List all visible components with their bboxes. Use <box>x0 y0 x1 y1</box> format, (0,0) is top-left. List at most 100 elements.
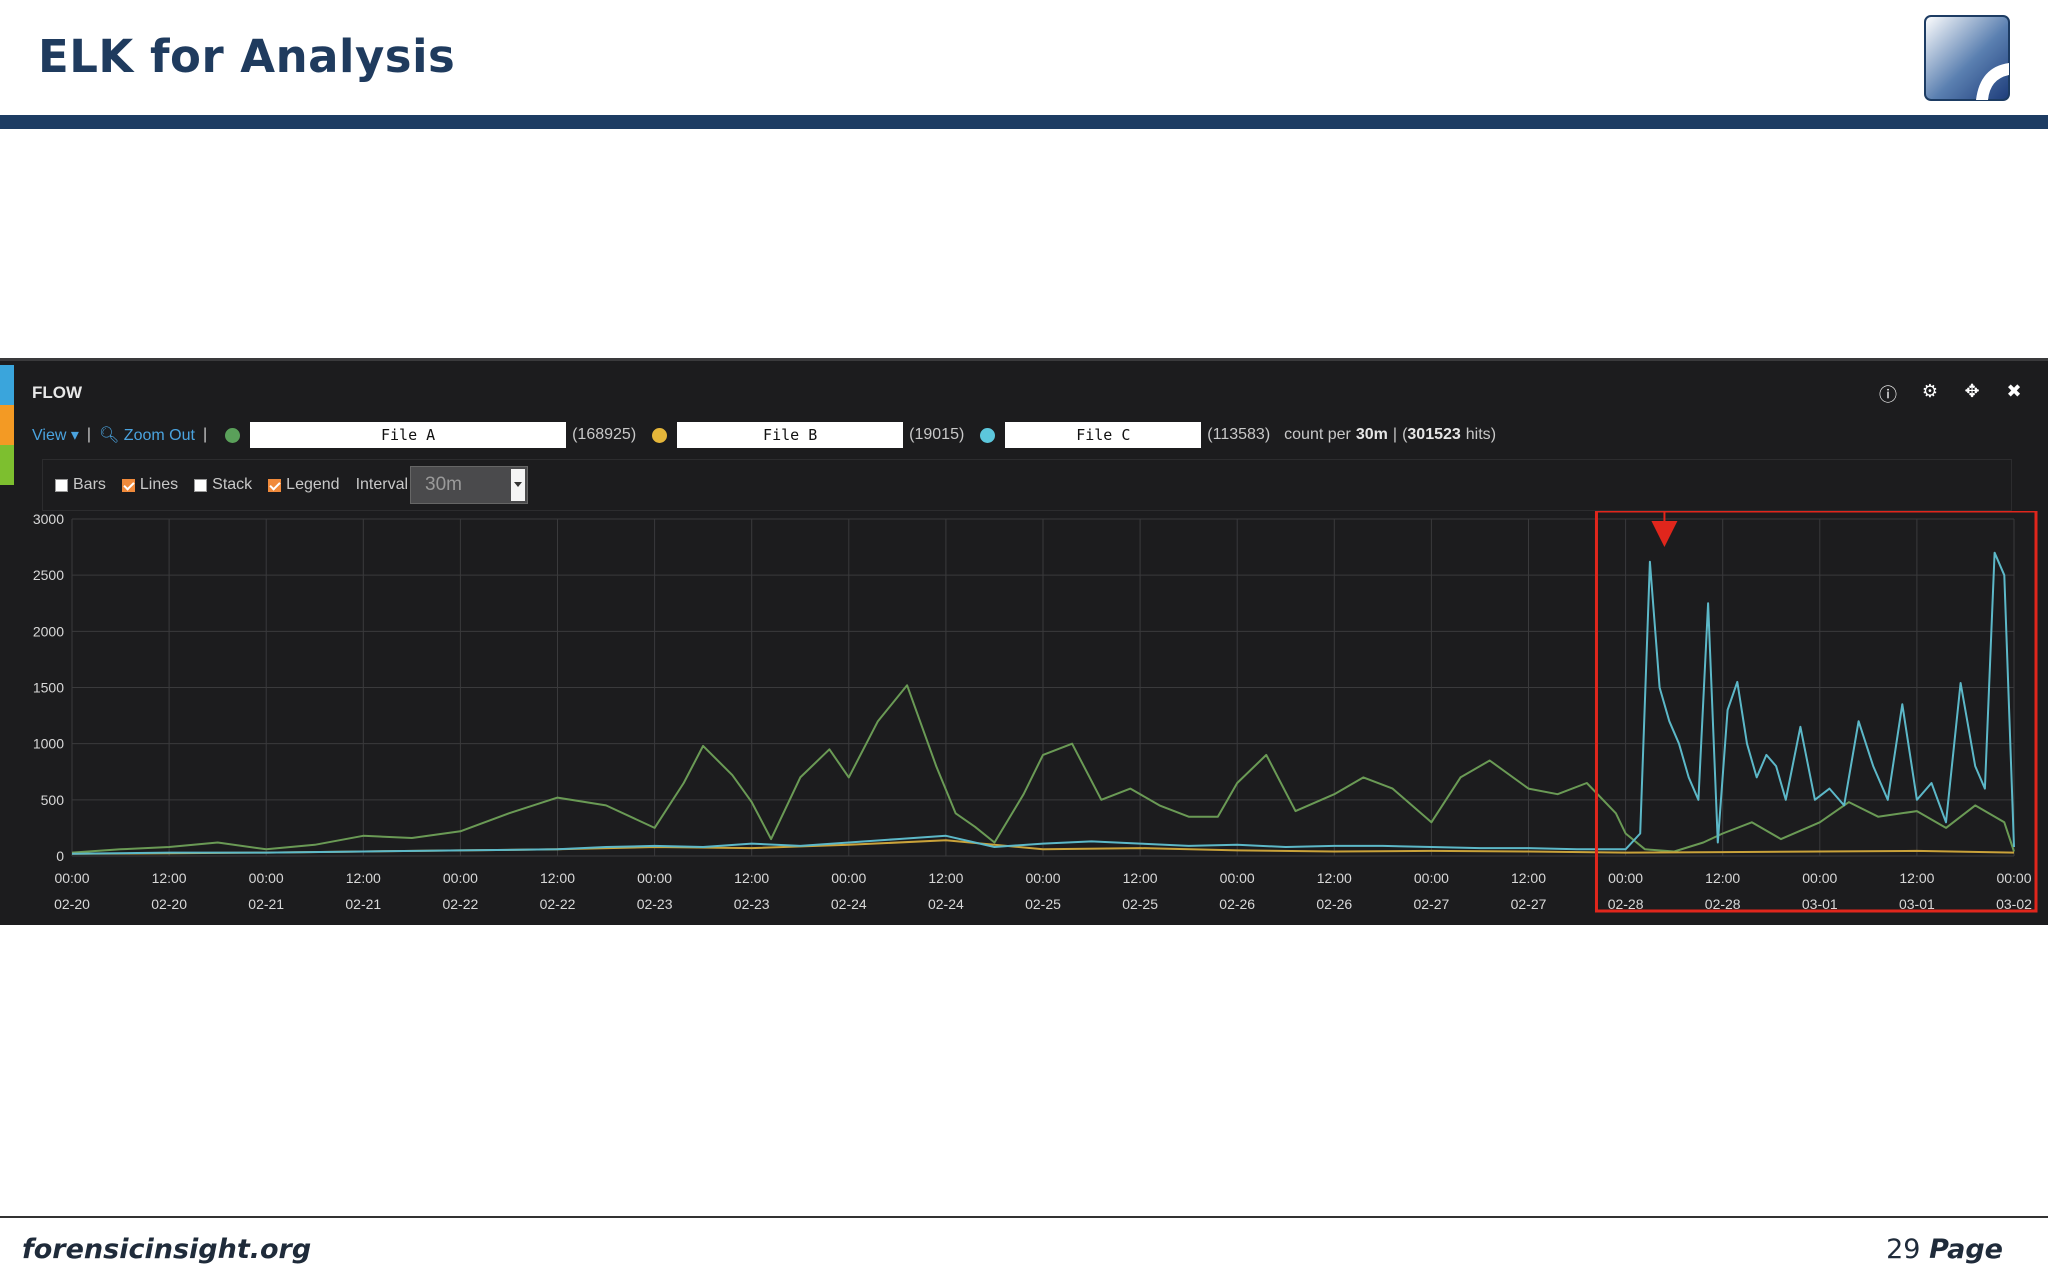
info-icon[interactable]: ⓘ <box>1879 385 1897 406</box>
x-tick-time: 12:00 <box>152 870 187 886</box>
x-tick-date: 02-27 <box>1413 896 1449 912</box>
chart-options-row: Bars Lines Stack Legend Interval 30m <box>42 459 2012 511</box>
x-tick-date: 02-24 <box>928 896 964 912</box>
stack-checkbox[interactable] <box>194 478 208 492</box>
panel-title: FLOW <box>32 383 83 402</box>
flow-panel: FLOW ⓘ ⚙ ✥ ✖ View ▾ | 🔍︎ Zoom Out | File… <box>0 358 2048 925</box>
y-tick-label: 0 <box>56 848 64 864</box>
bars-checkbox[interactable] <box>55 478 68 492</box>
page-number: 29 Page <box>1886 1234 2003 1265</box>
x-tick-time: 00:00 <box>1220 870 1255 886</box>
x-tick-date: 03-01 <box>1802 896 1838 912</box>
header-divider <box>0 115 2048 129</box>
x-tick-time: 00:00 <box>1996 870 2031 886</box>
x-tick-time: 00:00 <box>1608 870 1643 886</box>
zoom-out-button[interactable]: 🔍︎ Zoom Out <box>99 427 195 444</box>
y-axis: 0 500 1000 1500 2000 2500 3000 <box>33 511 64 864</box>
x-tick-date: 02-23 <box>637 896 673 912</box>
bars-option[interactable]: Bars <box>55 476 106 494</box>
stack-option[interactable]: Stack <box>194 476 252 494</box>
x-tick-date: 02-21 <box>345 896 381 912</box>
x-tick-time: 00:00 <box>1802 870 1837 886</box>
interval-label: Interval <box>355 476 409 493</box>
y-tick-label: 500 <box>41 792 65 808</box>
gear-icon[interactable]: ⚙ <box>1921 381 1939 402</box>
panel-toolbar: ⓘ ⚙ ✥ ✖ <box>1878 381 2024 407</box>
chart-grid <box>71 518 2015 857</box>
y-tick-label: 3000 <box>33 511 64 527</box>
x-tick-time: 00:00 <box>54 870 89 886</box>
interval-select[interactable]: 30m <box>410 466 529 504</box>
x-tick-time: 12:00 <box>1705 870 1740 886</box>
y-tick-label: 1000 <box>33 736 64 752</box>
series-line-1 <box>71 684 2015 854</box>
x-tick-time: 12:00 <box>346 870 381 886</box>
slide-title: ELK for Analysis <box>38 30 456 83</box>
x-tick-date: 02-25 <box>1122 896 1158 912</box>
query-legend-row: View ▾ | 🔍︎ Zoom Out | File A (168925) F… <box>32 421 1496 449</box>
x-tick-time: 00:00 <box>443 870 478 886</box>
query-c-label[interactable]: File C <box>1005 422 1202 448</box>
flow-line-chart[interactable]: 0 500 1000 1500 2000 2500 3000 00:00 02-20 12:00… <box>0 511 2048 923</box>
legend-option[interactable]: Legend <box>268 476 340 494</box>
lines-checkbox[interactable] <box>121 478 135 492</box>
x-tick-date: 02-25 <box>1025 896 1061 912</box>
edge-tab-blue[interactable] <box>0 365 14 405</box>
footer-site: forensicinsight.org <box>22 1234 312 1265</box>
x-tick-time: 12:00 <box>1899 870 1934 886</box>
x-tick-time: 00:00 <box>637 870 672 886</box>
x-tick-date: 02-20 <box>54 896 90 912</box>
x-tick-date: 02-22 <box>540 896 576 912</box>
y-tick-label: 2500 <box>33 567 64 583</box>
x-tick-time: 12:00 <box>734 870 769 886</box>
legend-checkbox[interactable] <box>268 478 282 492</box>
x-tick-time: 12:00 <box>540 870 575 886</box>
x-tick-date: 02-26 <box>1219 896 1255 912</box>
red-arrow-head <box>1651 521 1678 547</box>
summary-prefix: count per <box>1284 426 1351 443</box>
x-tick-date: 03-02 <box>1996 896 2032 912</box>
forensic-insight-logo <box>1924 15 2010 101</box>
query-a-color-dot[interactable] <box>225 427 241 443</box>
summary-hits-word: hits <box>1465 426 1491 443</box>
x-tick-time: 00:00 <box>249 870 284 886</box>
query-b-color-dot[interactable] <box>652 427 668 443</box>
query-b-label[interactable]: File B <box>677 422 904 448</box>
query-c-color-dot[interactable] <box>980 427 996 443</box>
edge-tab-green[interactable] <box>0 445 14 485</box>
query-c-count: (113583) <box>1207 426 1271 443</box>
chevron-down-icon[interactable] <box>511 469 526 501</box>
chart-annotations <box>1594 511 2038 913</box>
x-tick-time: 00:00 <box>1025 870 1060 886</box>
x-tick-time: 12:00 <box>1123 870 1158 886</box>
close-icon[interactable]: ✖ <box>2006 381 2022 402</box>
edge-color-tabs <box>0 365 14 485</box>
query-a-label[interactable]: File A <box>250 422 567 448</box>
highlight-box <box>1594 511 2038 913</box>
x-tick-date: 02-22 <box>442 896 478 912</box>
x-tick-date: 02-24 <box>831 896 867 912</box>
footer-divider <box>0 1216 2048 1218</box>
y-tick-label: 2000 <box>33 623 64 639</box>
x-tick-date: 02-20 <box>151 896 187 912</box>
series-line-3 <box>71 551 2015 855</box>
summary-hits-count: 301523 <box>1407 426 1461 443</box>
move-icon[interactable]: ✥ <box>1964 381 1980 402</box>
x-tick-date: 03-01 <box>1899 896 1935 912</box>
x-tick-time: 00:00 <box>1414 870 1449 886</box>
query-b-count: (19015) <box>909 426 965 443</box>
lines-option[interactable]: Lines <box>121 476 178 494</box>
x-tick-date: 02-23 <box>734 896 770 912</box>
x-tick-time: 12:00 <box>928 870 963 886</box>
x-tick-time: 12:00 <box>1317 870 1352 886</box>
chart-series <box>71 551 2015 855</box>
query-a-count: (168925) <box>572 426 637 443</box>
x-axis: 00:00 02-20 12:00 02-20 00:00 02-21 12:00 02-21… <box>54 870 2032 912</box>
edge-tab-orange[interactable] <box>0 405 14 445</box>
view-menu[interactable]: View ▾ <box>32 427 79 444</box>
x-tick-date: 02-21 <box>248 896 284 912</box>
y-tick-label: 1500 <box>33 680 64 696</box>
x-tick-time: 12:00 <box>1511 870 1546 886</box>
x-tick-date: 02-26 <box>1316 896 1352 912</box>
summary-interval: 30m <box>1355 426 1388 443</box>
